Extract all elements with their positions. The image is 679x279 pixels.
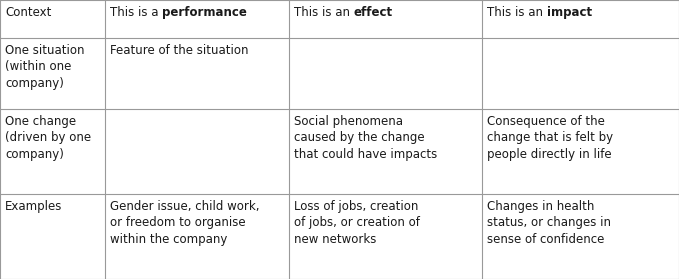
Text: Context: Context (5, 6, 52, 19)
Text: This is a: This is a (110, 6, 162, 19)
Text: Loss of jobs, creation
of jobs, or creation of
new networks: Loss of jobs, creation of jobs, or creat… (293, 200, 420, 246)
Text: Changes in health
status, or changes in
sense of confidence: Changes in health status, or changes in … (487, 200, 611, 246)
Text: One situation
(within one
company): One situation (within one company) (5, 44, 84, 90)
Text: impact: impact (547, 6, 592, 19)
Text: One change
(driven by one
company): One change (driven by one company) (5, 115, 91, 161)
Text: effect: effect (353, 6, 392, 19)
Text: This is an: This is an (487, 6, 547, 19)
Text: performance: performance (162, 6, 247, 19)
Text: This is an: This is an (293, 6, 353, 19)
Text: Examples: Examples (5, 200, 62, 213)
Text: Gender issue, child work,
or freedom to organise
within the company: Gender issue, child work, or freedom to … (110, 200, 260, 246)
Text: Social phenomena
caused by the change
that could have impacts: Social phenomena caused by the change th… (293, 115, 437, 161)
Text: Feature of the situation: Feature of the situation (110, 44, 249, 57)
Text: Consequence of the
change that is felt by
people directly in life: Consequence of the change that is felt b… (487, 115, 613, 161)
